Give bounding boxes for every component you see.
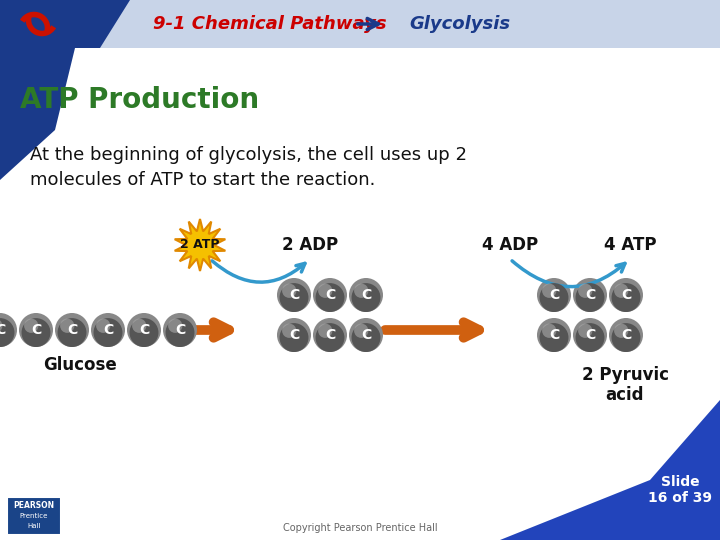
Text: C: C [361,288,371,302]
Circle shape [609,278,643,312]
Circle shape [0,318,14,347]
Circle shape [575,323,605,352]
Text: C: C [621,328,631,342]
Circle shape [354,323,369,338]
Circle shape [609,318,643,352]
Circle shape [279,323,308,352]
Circle shape [614,323,629,338]
Text: C: C [549,328,559,342]
Circle shape [578,323,593,338]
Text: 4 ATP: 4 ATP [604,236,656,254]
Circle shape [60,319,74,333]
Circle shape [573,278,607,312]
Circle shape [539,323,569,352]
Circle shape [22,318,50,347]
Text: C: C [585,288,595,302]
Text: C: C [549,288,559,302]
FancyBboxPatch shape [7,497,61,535]
Polygon shape [0,0,130,48]
Circle shape [537,278,571,312]
Circle shape [611,283,641,312]
Circle shape [282,284,297,298]
Circle shape [318,284,333,298]
Text: C: C [361,328,371,342]
Text: At the beginning of glycolysis, the cell uses up 2: At the beginning of glycolysis, the cell… [30,146,467,164]
Circle shape [94,318,122,347]
Text: C: C [289,328,299,342]
Circle shape [277,318,311,352]
Text: C: C [139,323,149,337]
Circle shape [539,283,569,312]
Circle shape [351,323,380,352]
Text: Copyright Pearson Prentice Hall: Copyright Pearson Prentice Hall [283,523,437,533]
Circle shape [318,323,333,338]
Circle shape [578,284,593,298]
Text: C: C [621,288,631,302]
Text: 2 Pyruvic
acid: 2 Pyruvic acid [582,366,668,404]
Text: C: C [67,323,77,337]
Text: C: C [325,328,335,342]
Circle shape [277,278,311,312]
Circle shape [96,319,110,333]
Circle shape [55,313,89,347]
Text: molecules of ATP to start the reaction.: molecules of ATP to start the reaction. [30,171,375,189]
Text: Glycolysis: Glycolysis [410,15,510,33]
Text: Slide
16 of 39: Slide 16 of 39 [648,475,712,505]
Circle shape [611,323,641,352]
Text: C: C [585,328,595,342]
Circle shape [282,323,297,338]
Text: C: C [175,323,185,337]
Circle shape [315,323,344,352]
Circle shape [0,319,2,333]
Circle shape [24,319,38,333]
Text: C: C [31,323,41,337]
Circle shape [349,318,383,352]
Text: Prentice: Prentice [20,513,48,519]
Circle shape [127,313,161,347]
Circle shape [91,313,125,347]
Circle shape [542,323,557,338]
Circle shape [542,284,557,298]
Circle shape [163,313,197,347]
Text: 2 ADP: 2 ADP [282,236,338,254]
Circle shape [279,283,308,312]
Circle shape [166,318,194,347]
Circle shape [58,318,86,347]
Text: PEARSON: PEARSON [14,501,55,510]
Polygon shape [0,48,75,180]
Circle shape [168,319,182,333]
Circle shape [573,318,607,352]
Circle shape [351,283,380,312]
Polygon shape [0,0,720,48]
Circle shape [0,313,17,347]
Text: 2 ATP: 2 ATP [180,239,220,252]
Circle shape [130,318,158,347]
Circle shape [537,318,571,352]
Circle shape [354,284,369,298]
Circle shape [313,278,347,312]
Circle shape [575,283,605,312]
Text: C: C [289,288,299,302]
Circle shape [19,313,53,347]
Circle shape [614,284,629,298]
Text: Hall: Hall [27,523,41,529]
Polygon shape [500,400,720,540]
Text: 4 ADP: 4 ADP [482,236,538,254]
Text: C: C [325,288,335,302]
Text: C: C [103,323,113,337]
Circle shape [349,278,383,312]
Text: Glucose: Glucose [43,356,117,374]
Circle shape [313,318,347,352]
Circle shape [132,319,146,333]
Polygon shape [175,219,225,271]
Text: C: C [0,323,5,337]
Text: 9-1 Chemical Pathways: 9-1 Chemical Pathways [153,15,387,33]
Text: ATP Production: ATP Production [20,86,259,114]
Circle shape [315,283,344,312]
